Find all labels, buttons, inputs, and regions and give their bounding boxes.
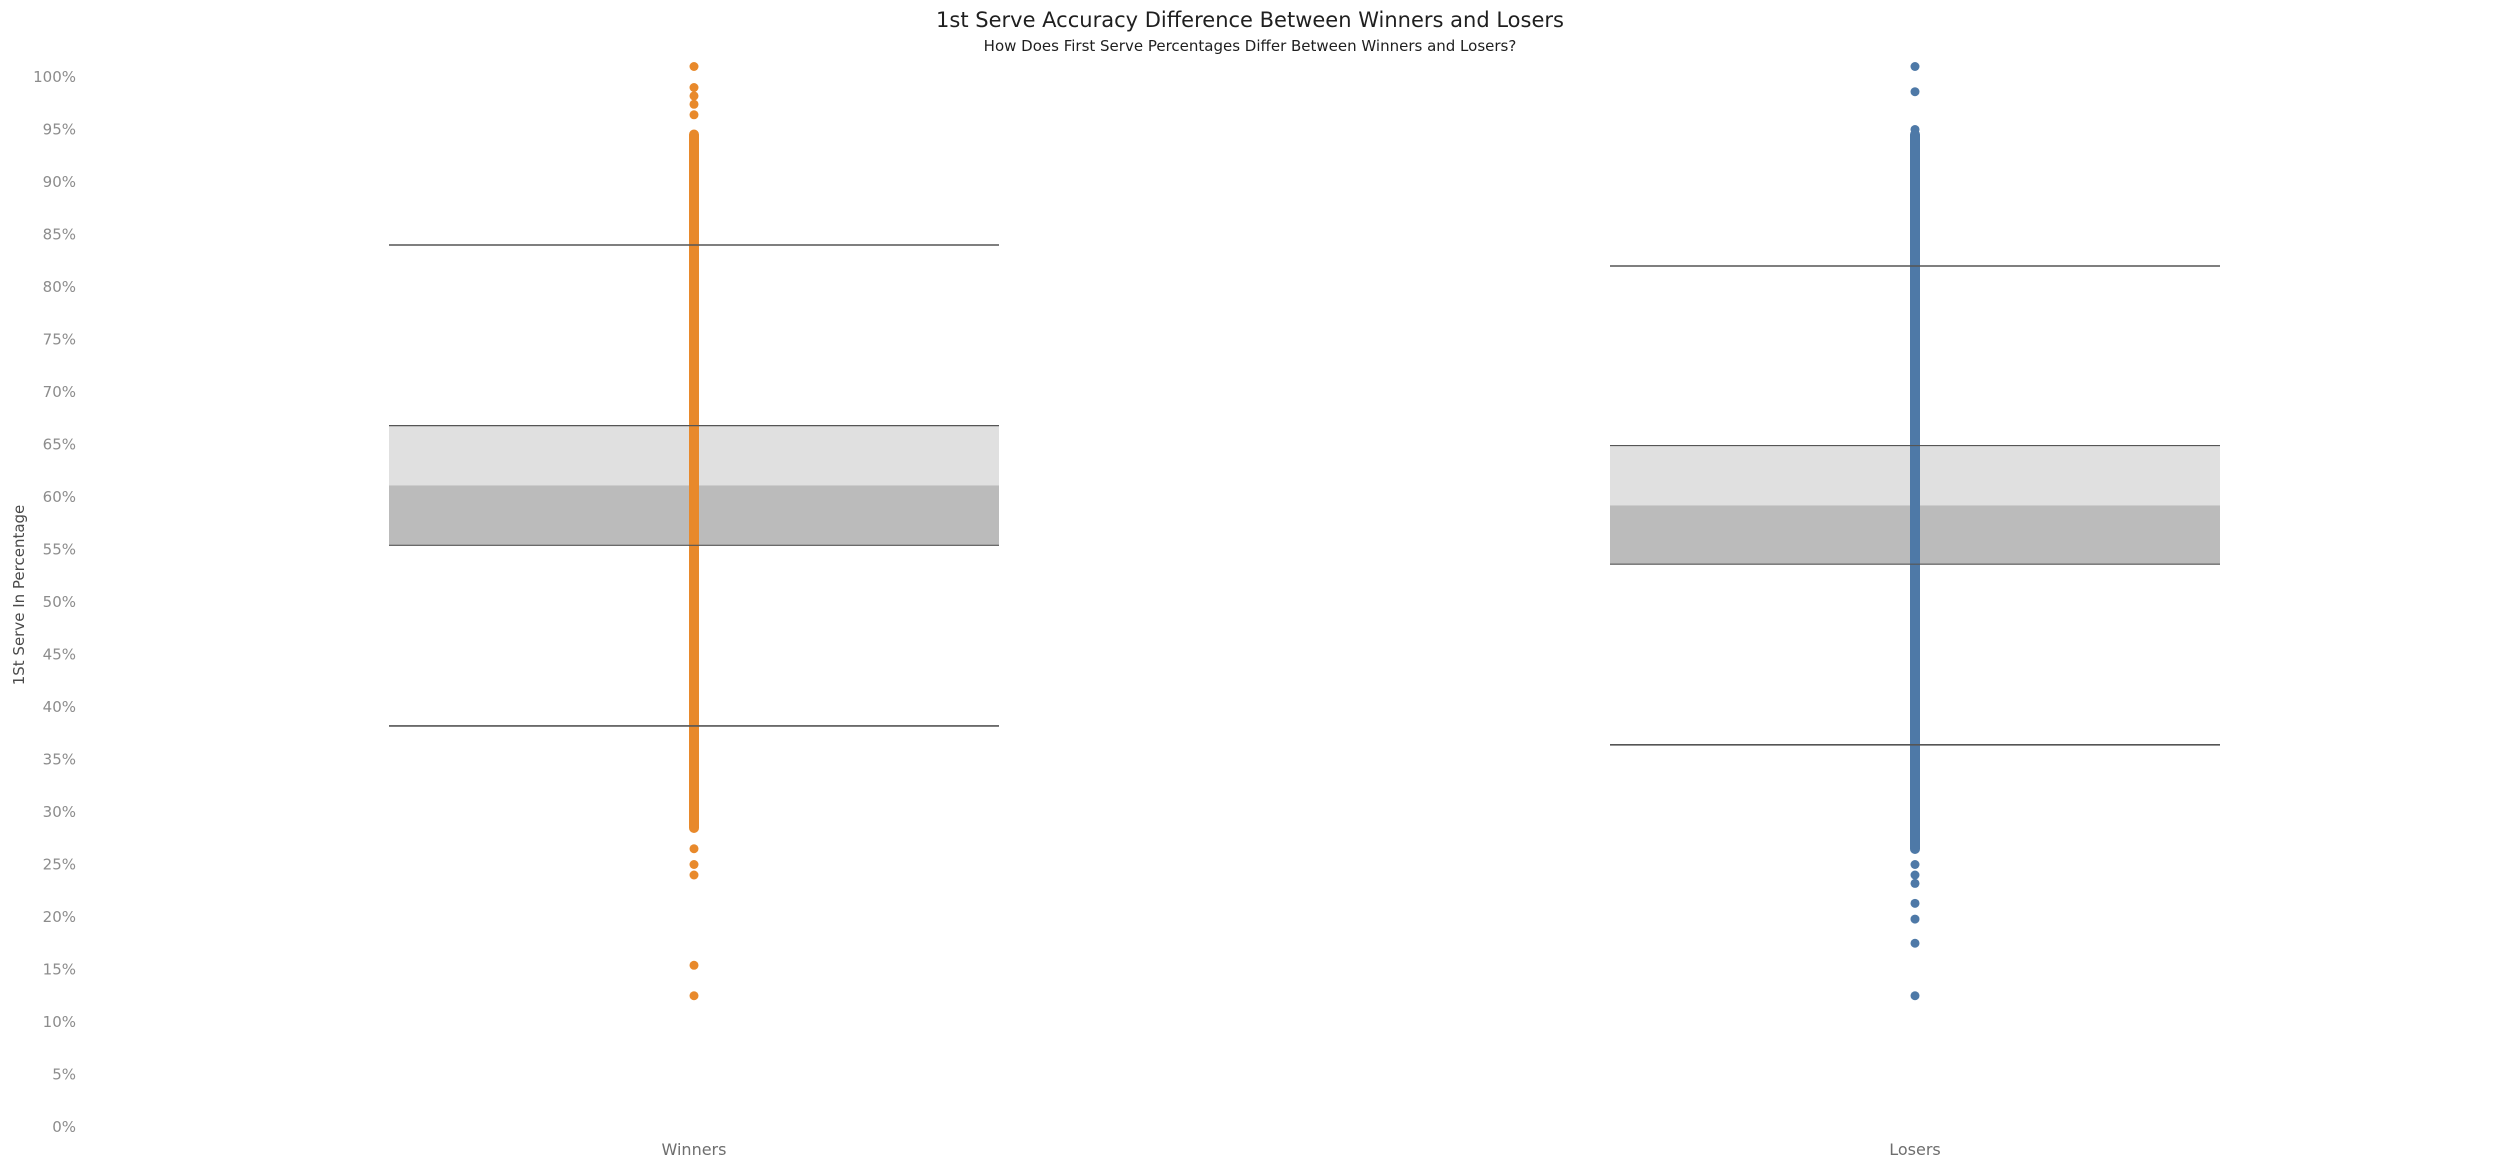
data-point xyxy=(1910,898,1920,908)
y-tick-label: 75% xyxy=(43,331,76,349)
data-point xyxy=(689,870,699,880)
y-tick-label: 5% xyxy=(52,1066,76,1084)
y-tick-label: 20% xyxy=(43,908,76,926)
y-tick-label: 60% xyxy=(43,488,76,506)
data-point xyxy=(689,860,699,869)
y-tick-label: 95% xyxy=(43,121,76,139)
y-axis-label: 1St Serve In Percentage xyxy=(10,505,28,686)
y-tick-label: 65% xyxy=(43,436,76,454)
y-tick-label: 85% xyxy=(43,226,76,244)
data-point xyxy=(1910,878,1920,888)
data-point xyxy=(1910,914,1920,924)
chart-subtitle: How Does First Serve Percentages Differ … xyxy=(984,37,1517,55)
y-tick-label: 55% xyxy=(43,541,76,559)
data-point xyxy=(689,110,699,120)
data-point-cluster xyxy=(1910,129,1920,854)
data-point xyxy=(689,991,699,1001)
y-tick-label: 70% xyxy=(43,383,76,401)
data-point-cluster xyxy=(689,129,699,833)
y-tick-label: 10% xyxy=(43,1013,76,1031)
data-point xyxy=(1910,62,1920,71)
y-tick-label: 0% xyxy=(52,1118,76,1136)
data-point xyxy=(1910,125,1920,134)
data-point xyxy=(1910,860,1920,869)
y-tick-label: 45% xyxy=(43,646,76,664)
y-tick-label: 25% xyxy=(43,856,76,874)
data-point xyxy=(689,83,699,92)
y-tick-label: 80% xyxy=(43,278,76,296)
y-tick-label: 30% xyxy=(43,803,76,821)
data-point xyxy=(689,960,699,970)
y-tick-label: 35% xyxy=(43,751,76,769)
box-group-losers xyxy=(1610,62,2220,1001)
x-tick-label: Losers xyxy=(1889,1140,1941,1159)
data-point xyxy=(1910,87,1920,97)
y-tick-label: 40% xyxy=(43,698,76,716)
y-tick-label: 50% xyxy=(43,593,76,611)
data-point xyxy=(1910,938,1920,948)
y-tick-label: 100% xyxy=(33,68,76,86)
box-group-winners xyxy=(389,62,999,1001)
chart-title: 1st Serve Accuracy Difference Between Wi… xyxy=(936,8,1564,32)
y-tick-label: 90% xyxy=(43,173,76,191)
data-point xyxy=(689,91,699,101)
data-point xyxy=(689,99,699,109)
y-tick-label: 15% xyxy=(43,961,76,979)
x-tick-label: Winners xyxy=(662,1140,727,1159)
plot-area xyxy=(389,62,2220,1001)
y-axis: 0% 5% 10% 15% 20% 25% 30% 35% 40% 45% 50% 55% 60% 65%… xyxy=(33,68,76,1136)
data-point xyxy=(689,844,699,854)
data-point xyxy=(1910,991,1920,1001)
x-axis: Winners Losers xyxy=(662,1140,1941,1159)
data-point xyxy=(1910,870,1920,880)
data-point xyxy=(689,62,699,71)
